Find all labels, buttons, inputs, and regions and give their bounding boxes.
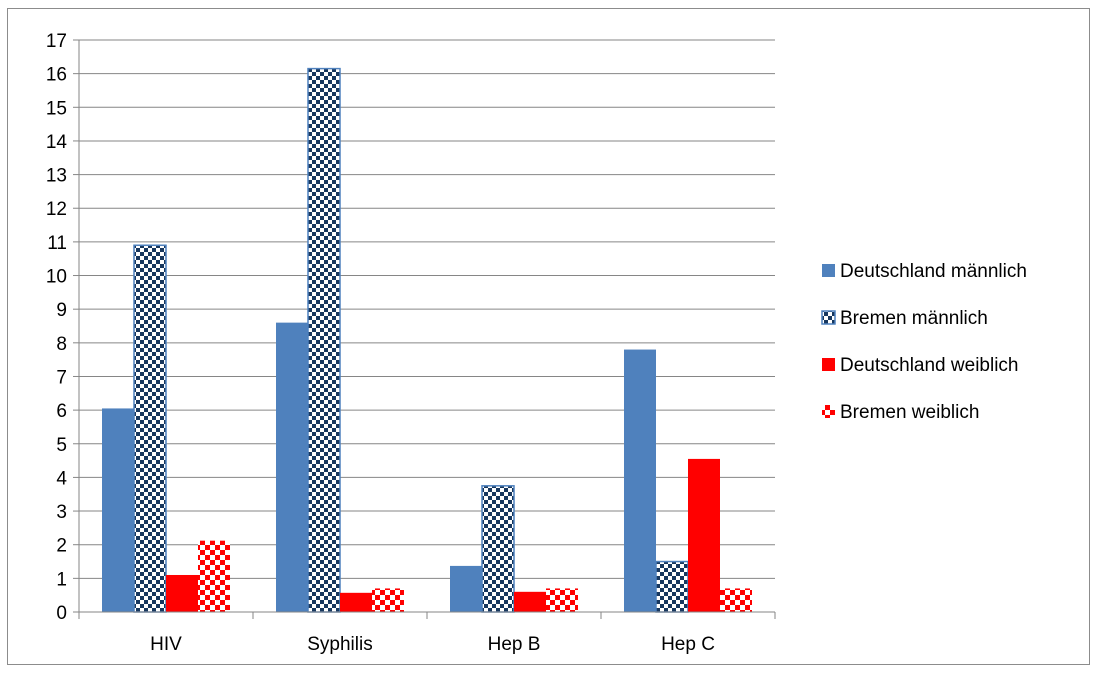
bar-bremen-männlich-hep-b <box>481 485 515 613</box>
legend-swatch <box>822 405 835 418</box>
y-tick-label: 11 <box>47 233 67 254</box>
chart-frame <box>7 8 1090 665</box>
y-tick-label: 13 <box>46 166 67 187</box>
y-tick-label: 9 <box>56 300 67 321</box>
bar-bremen-männlich-hiv <box>133 244 167 613</box>
y-tick-label: 5 <box>56 435 67 456</box>
bar-bremen-weiblich-hep-c <box>720 588 752 612</box>
legend-label: Deutschland männlich <box>840 261 1027 282</box>
bar-bremen-männlich-syphilis <box>307 67 341 613</box>
gridlines <box>79 39 775 579</box>
y-tick-label: 17 <box>46 31 67 52</box>
x-tick-label: Hep B <box>488 634 541 655</box>
bar-deutschland-weiblich-syphilis <box>340 592 372 612</box>
bar-deutschland-männlich-hep-c <box>624 349 656 612</box>
bar-bremen-männlich-hep-c <box>655 560 689 613</box>
bar-deutschland-männlich-hiv <box>102 408 134 612</box>
y-tick-label: 4 <box>56 468 67 489</box>
x-tick-label: HIV <box>150 634 182 655</box>
y-tick-label: 14 <box>46 132 68 153</box>
x-axis-tick-labels: HIV Syphilis Hep B Hep C <box>150 634 715 655</box>
x-tick-label: Syphilis <box>307 634 372 655</box>
legend-swatch <box>821 310 836 325</box>
legend-label: Bremen männlich <box>840 308 988 329</box>
y-tick-label: 16 <box>46 65 67 86</box>
y-tick-label: 15 <box>46 98 67 119</box>
y-tick-label: 2 <box>56 536 67 557</box>
legend-label: Deutschland weiblich <box>840 355 1019 376</box>
legend-label: Bremen weiblich <box>840 402 979 423</box>
y-tick-label: 8 <box>56 334 67 355</box>
legend: Deutschland männlich Bremen männlich Deuts… <box>821 261 1027 423</box>
y-tick-label: 0 <box>56 603 67 624</box>
y-tick-label: 10 <box>46 267 67 288</box>
bar-deutschland-männlich-hep-b <box>450 565 482 612</box>
y-tick-label: 12 <box>46 199 67 220</box>
bar-deutschland-männlich-syphilis <box>276 322 308 612</box>
bar-bremen-weiblich-syphilis <box>372 588 404 612</box>
y-tick-label: 7 <box>56 367 67 388</box>
bar-deutschland-weiblich-hiv <box>166 574 198 612</box>
y-tick-label: 3 <box>56 502 67 523</box>
bar-deutschland-weiblich-hep-b <box>514 591 546 612</box>
axes <box>73 39 776 619</box>
y-tick-label: 6 <box>56 401 67 422</box>
bar-bremen-weiblich-hiv <box>198 540 230 612</box>
x-tick-label: Hep C <box>661 634 715 655</box>
bar-bremen-weiblich-hep-b <box>546 588 578 612</box>
y-tick-label: 1 <box>56 569 67 590</box>
legend-swatch <box>822 358 835 371</box>
bar-deutschland-weiblich-hep-c <box>688 458 720 612</box>
legend-swatch <box>822 264 835 277</box>
bars <box>102 67 752 613</box>
